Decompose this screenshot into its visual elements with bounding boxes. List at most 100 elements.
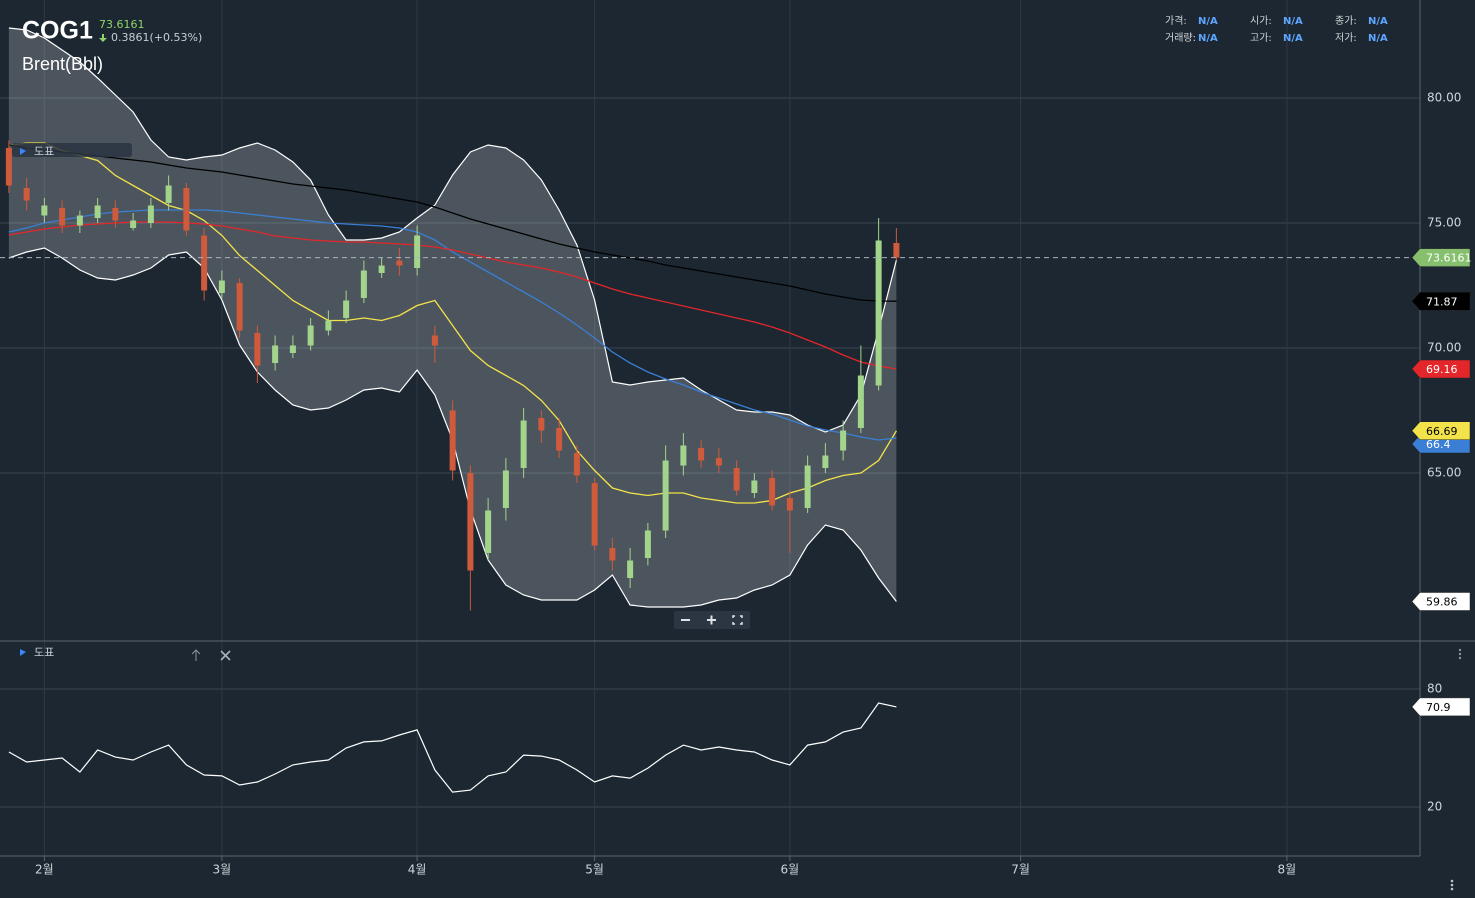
info-label: 거래량: [1165, 32, 1196, 44]
info-value: N/A [1283, 16, 1303, 27]
candle-body [218, 280, 225, 293]
fullscreen[interactable] [732, 615, 743, 625]
tag-shape [1411, 292, 1471, 311]
up-arrow [99, 34, 107, 42]
candle-body [609, 548, 616, 561]
candle-body [201, 235, 208, 291]
plot [0, 27, 1420, 793]
candle-body [272, 345, 279, 363]
dot [1458, 656, 1462, 660]
expand-icon[interactable] [20, 649, 26, 656]
candle-body [627, 560, 634, 578]
candle-body [378, 265, 385, 273]
info-value: N/A [1198, 16, 1218, 27]
candle-body [414, 235, 421, 268]
info-label: 저가: [1335, 32, 1357, 44]
tag-shape [1411, 359, 1471, 379]
symbol: COG1 [22, 17, 93, 45]
candle-body [41, 205, 48, 216]
candle-body [343, 300, 350, 318]
candle-body [467, 473, 474, 571]
candle-body [644, 530, 651, 558]
dot [1450, 887, 1454, 891]
last-price-tag: 73.6161 [1411, 248, 1472, 267]
line-tag: 66.69 [1411, 421, 1471, 440]
candle-body [325, 320, 332, 331]
band-fill [8, 28, 897, 607]
candle-body [893, 243, 900, 258]
candle-body [786, 498, 793, 511]
legend-label: 도표 [34, 145, 54, 158]
candle-body [165, 185, 172, 203]
candle-body [556, 428, 563, 451]
candle-body [130, 220, 137, 228]
line-tag: 69.16 [1411, 359, 1471, 379]
y-tick-label: 80 [1427, 682, 1442, 696]
instrument-name: Brent(Bbl) [22, 54, 103, 74]
move-up-icon[interactable] [191, 649, 201, 661]
zoom-in[interactable] [707, 615, 716, 625]
legend-bg [12, 143, 132, 157]
moving-average [8, 221, 897, 370]
x-tick-label: 6월 [781, 863, 800, 877]
info-label: 종가: [1335, 15, 1357, 27]
tag-label: 73.6161 [1426, 252, 1472, 265]
info-label: 가격: [1165, 14, 1187, 27]
tag-shape [1411, 248, 1471, 267]
candle-body [360, 270, 367, 298]
moving-average [8, 144, 897, 302]
candle-body [502, 470, 509, 508]
x-tick-label: 4월 [408, 863, 427, 877]
info-label: 고가: [1250, 32, 1272, 44]
candle-body [733, 468, 740, 491]
tag-label: 70.9 [1426, 701, 1451, 714]
candle-body [76, 215, 83, 226]
candle-body [449, 410, 456, 471]
info-value: N/A [1283, 33, 1303, 44]
tag-label: 59.86 [1426, 596, 1458, 609]
candle-body [857, 375, 864, 428]
band-upper [8, 27, 897, 433]
close-icon[interactable] [220, 650, 231, 661]
tag-shape [1411, 592, 1471, 611]
grid: 65.00 70.00 75.00 80.00 20 80 2월 3월 4월 5월 6월 7월 8월 [0, 0, 1461, 877]
candle-body [822, 455, 829, 468]
candle-body [59, 208, 66, 226]
candle-body [5, 148, 12, 186]
candle-body [396, 260, 403, 266]
candle-body [840, 430, 847, 451]
info-value: N/A [1198, 33, 1218, 44]
lower-band-tag: 59.86 [1411, 592, 1471, 611]
y-tick-label: 80.00 [1427, 91, 1461, 105]
sub-legend[interactable]: 도표 [20, 646, 231, 661]
menu-dots[interactable] [1450, 648, 1462, 891]
x-tick-label: 8월 [1278, 863, 1297, 877]
expand-icon[interactable] [20, 148, 26, 155]
candle-body [94, 205, 101, 218]
dot [1450, 879, 1454, 883]
candle-body [573, 453, 580, 476]
y-tick-label: 20 [1427, 800, 1442, 814]
tag-label: 66.4 [1426, 438, 1451, 451]
moving-average [8, 209, 897, 441]
candle-body [112, 208, 119, 221]
dot [1458, 652, 1462, 656]
y-tick-label: 65.00 [1427, 466, 1461, 480]
zoom-controls [674, 611, 750, 629]
candle-body [431, 335, 438, 346]
candle-body [662, 460, 669, 531]
main-legend[interactable]: 도표 [12, 143, 132, 158]
candle-body [23, 188, 30, 201]
candle-body [715, 458, 722, 466]
tag-label: 66.69 [1426, 425, 1458, 438]
x-tick-label: 3월 [213, 863, 232, 877]
tag-shape [1411, 421, 1471, 440]
tag-label: 71.87 [1426, 295, 1458, 308]
candle-body [769, 478, 776, 506]
candle-body [680, 445, 687, 466]
candle-body [538, 418, 545, 431]
candle-body [804, 465, 811, 508]
info-value: N/A [1368, 16, 1388, 27]
legend-label: 도표 [34, 646, 54, 659]
